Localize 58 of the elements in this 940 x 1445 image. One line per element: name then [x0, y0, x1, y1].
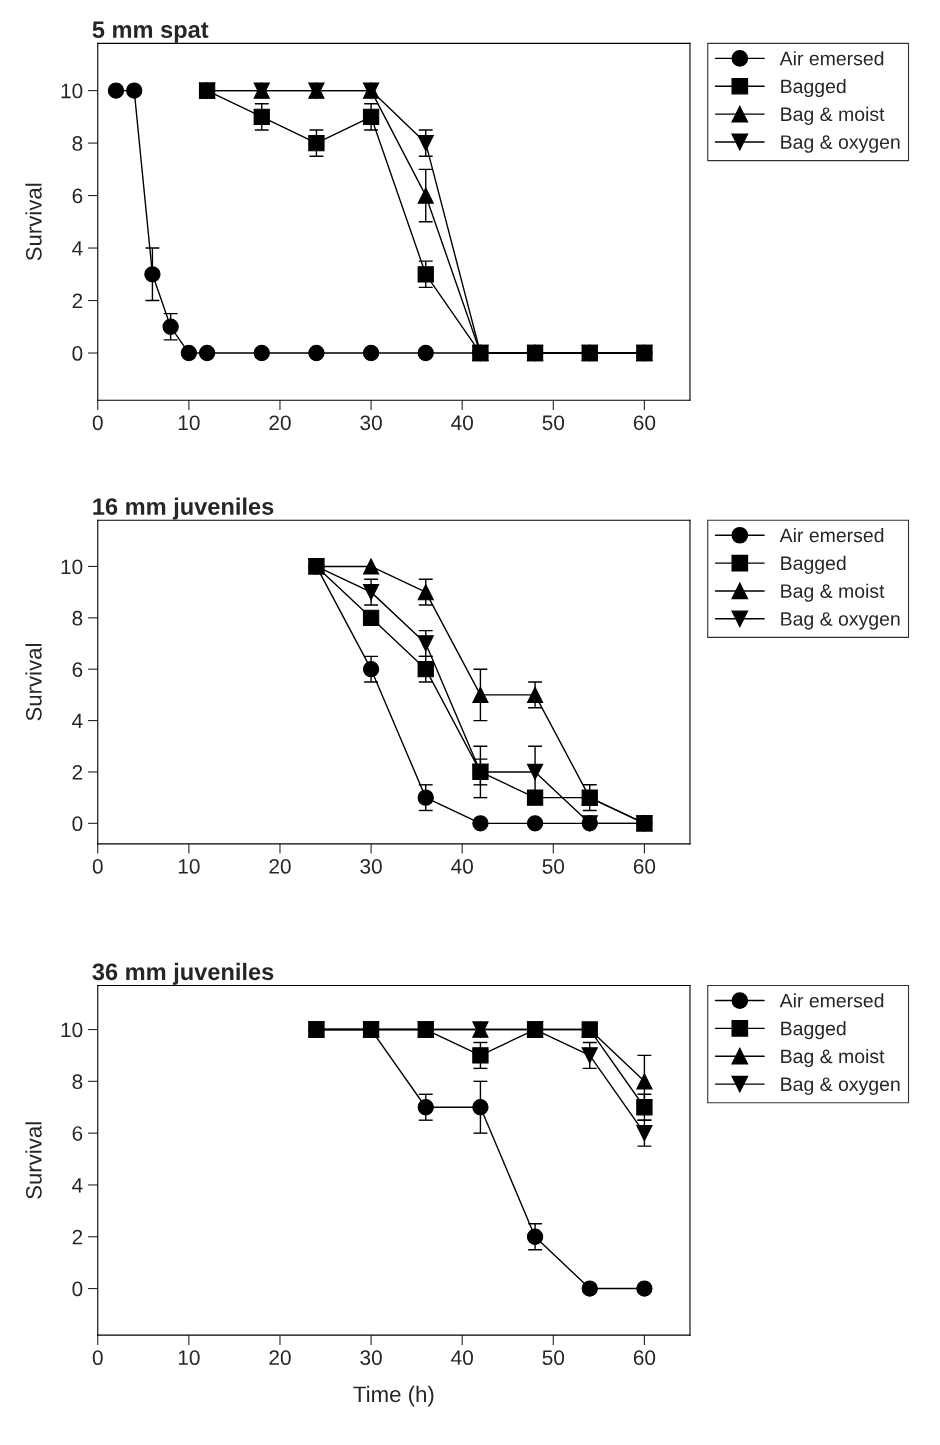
legend-label: Air emersed: [779, 527, 884, 543]
y-tick-label: 8: [72, 610, 83, 626]
y-tick-label: 4: [72, 1178, 83, 1193]
y-axis-title: Survival: [25, 644, 42, 721]
y-tick-label: 0: [72, 346, 83, 361]
y-tick-label: 2: [72, 293, 83, 309]
x-tick-label: 60: [633, 1350, 656, 1366]
y-tick-label: 0: [72, 816, 83, 832]
legend-label: Bag & oxygen: [781, 1077, 900, 1095]
y-tick-label: 8: [72, 136, 83, 151]
legend-label: Bag & moist: [781, 106, 885, 125]
y-tick-label: 10: [61, 1022, 83, 1038]
y-tick-label: 2: [72, 1229, 83, 1245]
x-tick-label: 40: [451, 1350, 473, 1366]
legend-label: Bag & moist: [781, 1048, 885, 1068]
x-tick-label: 20: [269, 1350, 291, 1366]
y-tick-label: 2: [72, 764, 83, 780]
x-tick-label: 60: [633, 415, 656, 431]
y-tick-label: 6: [72, 662, 83, 677]
legend-label: Bagged: [781, 78, 846, 98]
y-tick-label: 10: [61, 559, 83, 575]
x-tick-label: 20: [269, 859, 291, 874]
y-tick-label: 4: [72, 241, 83, 256]
x-tick-label: 20: [269, 415, 291, 431]
y-tick-label: 6: [72, 188, 83, 204]
legend-label: Bagged: [781, 1021, 846, 1040]
x-tick-label: 50: [542, 859, 565, 874]
x-tick-label: 60: [633, 859, 656, 874]
chart-title: 5 mm spat: [92, 21, 209, 43]
x-tick-label: 0: [92, 859, 103, 874]
x-tick-label: 30: [360, 1350, 382, 1366]
y-axis-title: Survival: [25, 1122, 42, 1199]
y-tick-label: 6: [72, 1126, 83, 1141]
x-tick-label: 0: [92, 1350, 103, 1366]
chart-title: 16 mm juveniles: [93, 497, 274, 520]
y-tick-label: 0: [72, 1281, 83, 1297]
x-tick-label: 10: [178, 1350, 200, 1366]
x-tick-label: 40: [451, 859, 473, 874]
x-tick-label: 0: [92, 415, 103, 431]
x-tick-label: 40: [451, 415, 473, 431]
y-tick-label: 8: [72, 1074, 83, 1090]
chart-title: 36 mm juveniles: [92, 962, 274, 985]
legend-label: Bagged: [781, 555, 846, 574]
x-tick-label: 10: [178, 859, 200, 874]
x-tick-label: 30: [360, 859, 382, 874]
legend-label: Bag & moist: [781, 583, 885, 602]
x-tick-label: 50: [542, 1350, 565, 1366]
legend-label: Air emersed: [779, 51, 884, 66]
x-tick-label: 50: [542, 415, 565, 431]
y-tick-label: 10: [61, 83, 83, 99]
y-axis-title: Survival: [25, 183, 42, 261]
legend-label: Bag & oxygen: [781, 612, 900, 630]
x-axis-title: Time (h): [353, 1385, 434, 1407]
x-tick-label: 30: [360, 415, 382, 431]
y-tick-label: 4: [72, 713, 83, 729]
legend-label: Air emersed: [779, 993, 884, 1008]
x-tick-label: 10: [178, 415, 200, 431]
legend-label: Bag & oxygen: [781, 135, 900, 153]
